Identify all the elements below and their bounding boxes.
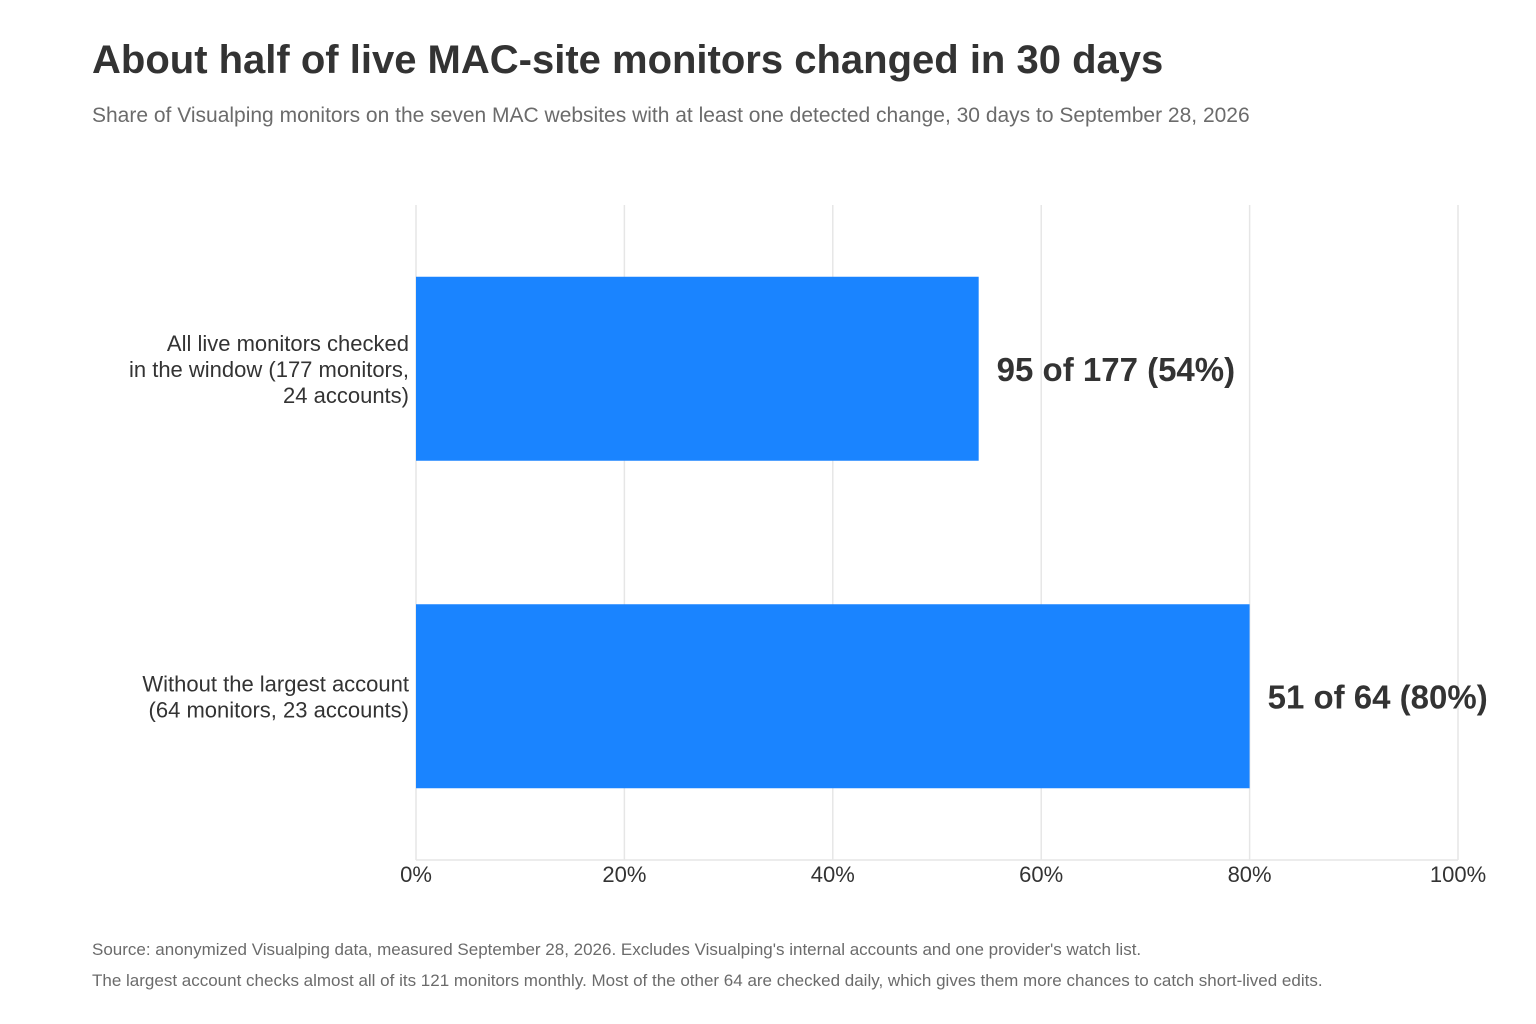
category-label: Without the largest account (64 monitors,… (142, 671, 409, 722)
x-axis-ticks: 0% 20% 40% 60% 80% 100% (400, 862, 1486, 887)
x-tick-label: 60% (1019, 862, 1063, 887)
x-tick-label: 0% (400, 862, 432, 887)
category-labels: All live monitors checked in the window (… (129, 331, 409, 723)
category-label-line: All live monitors checked (167, 331, 409, 356)
data-labels: 95 of 177 (54%) 51 of 64 (80%) (997, 351, 1488, 716)
method-note: The largest account checks almost all of… (92, 971, 1323, 990)
chart-title: About half of live MAC-site monitors cha… (92, 38, 1164, 82)
bar (416, 276, 979, 461)
chart-subtitle: Share of Visualping monitors on the seve… (92, 104, 1250, 127)
category-label-line: in the window (177 monitors, (129, 357, 409, 382)
data-label: 51 of 64 (80%) (1268, 678, 1488, 715)
x-tick-label: 20% (602, 862, 646, 887)
category-label: All live monitors checked in the window (… (129, 331, 409, 408)
x-tick-label: 80% (1228, 862, 1272, 887)
x-tick-label: 40% (811, 862, 855, 887)
x-tick-label: 100% (1430, 862, 1486, 887)
bar (416, 604, 1250, 789)
category-label-line: 24 accounts) (283, 383, 409, 408)
source-note: Source: anonymized Visualping data, meas… (92, 940, 1142, 959)
data-label: 95 of 177 (54%) (997, 351, 1235, 388)
category-label-line: Without the largest account (142, 671, 409, 696)
category-label-line: (64 monitors, 23 accounts) (149, 697, 409, 722)
bars (416, 276, 1250, 789)
